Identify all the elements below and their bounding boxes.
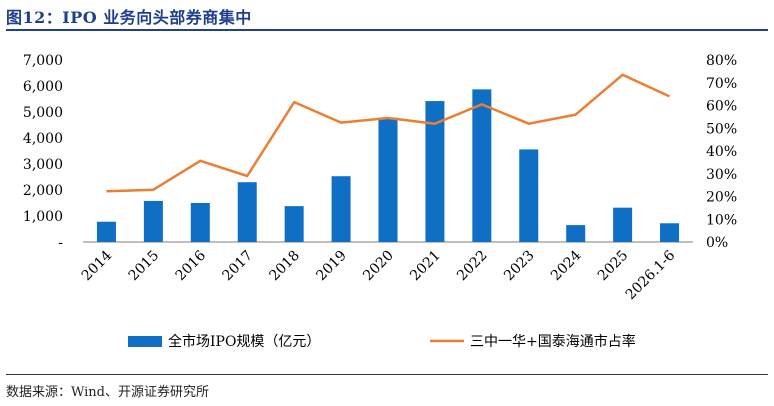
x-tick-label: 2016: [173, 247, 210, 284]
left-tick-label: 1,000: [23, 209, 63, 225]
right-tick-label: 30%: [706, 167, 737, 183]
left-tick-label: 2,000: [23, 183, 63, 199]
bar-2018: [284, 206, 304, 242]
legend-label-bars: 全市场IPO规模（亿元）: [168, 333, 320, 350]
bar-2017: [237, 182, 257, 242]
right-tick-label: 10%: [706, 212, 737, 228]
bar-2025: [613, 207, 633, 242]
left-tick-label: 3,000: [23, 157, 63, 173]
right-tick-label: 0%: [706, 235, 728, 251]
source-divider: [6, 374, 768, 375]
legend-label-line: 三中一华+国泰海通市占率: [470, 333, 636, 350]
x-tick-label: 2017: [220, 248, 257, 285]
x-tick-label: 2024: [548, 247, 585, 284]
bar-2026.1-6: [660, 223, 680, 242]
bar-2021: [425, 101, 445, 242]
x-tick-label: 2018: [266, 248, 303, 285]
bar-2014: [96, 221, 116, 242]
source-note: 数据来源：Wind、开源证券研究所: [6, 385, 209, 400]
x-tick-label: 2025: [595, 248, 632, 285]
right-tick-label: 20%: [706, 190, 737, 206]
bar-2022: [472, 89, 492, 242]
x-tick-label: 2014: [79, 247, 116, 284]
figure-title: 图12：IPO 业务向头部券商集中: [6, 8, 252, 27]
right-tick-label: 70%: [706, 76, 737, 92]
left-tick-label: -: [58, 235, 63, 251]
x-tick-label: 2019: [313, 248, 350, 285]
bar-2019: [331, 176, 351, 242]
right-tick-label: 80%: [706, 53, 737, 69]
x-tick-label: 2021: [407, 248, 444, 285]
left-tick-label: 5,000: [23, 105, 63, 121]
legend-swatch-bars: [128, 336, 162, 347]
right-tick-label: 40%: [706, 144, 737, 160]
x-tick-label: 2026.1-6: [623, 247, 679, 303]
bar-2015: [143, 200, 163, 242]
right-tick-label: 50%: [706, 121, 737, 137]
x-tick-label: 2015: [126, 248, 163, 285]
bar-2016: [190, 203, 210, 242]
bar-2024: [566, 225, 586, 242]
right-tick-label: 60%: [706, 99, 737, 115]
title-divider: [6, 29, 768, 31]
left-tick-label: 7,000: [23, 53, 63, 69]
x-tick-label: 2023: [501, 248, 538, 285]
left-tick-label: 6,000: [23, 79, 63, 95]
x-tick-label: 2020: [360, 248, 397, 285]
x-tick-label: 2022: [454, 248, 491, 285]
ipo-chart: - 1,000 2,000 3,000 4,000 5,000 6,000 7,000 0% 10…: [23, 53, 737, 350]
bar-2023: [519, 149, 539, 242]
left-tick-label: 4,000: [23, 131, 63, 147]
bar-2020: [378, 117, 398, 242]
